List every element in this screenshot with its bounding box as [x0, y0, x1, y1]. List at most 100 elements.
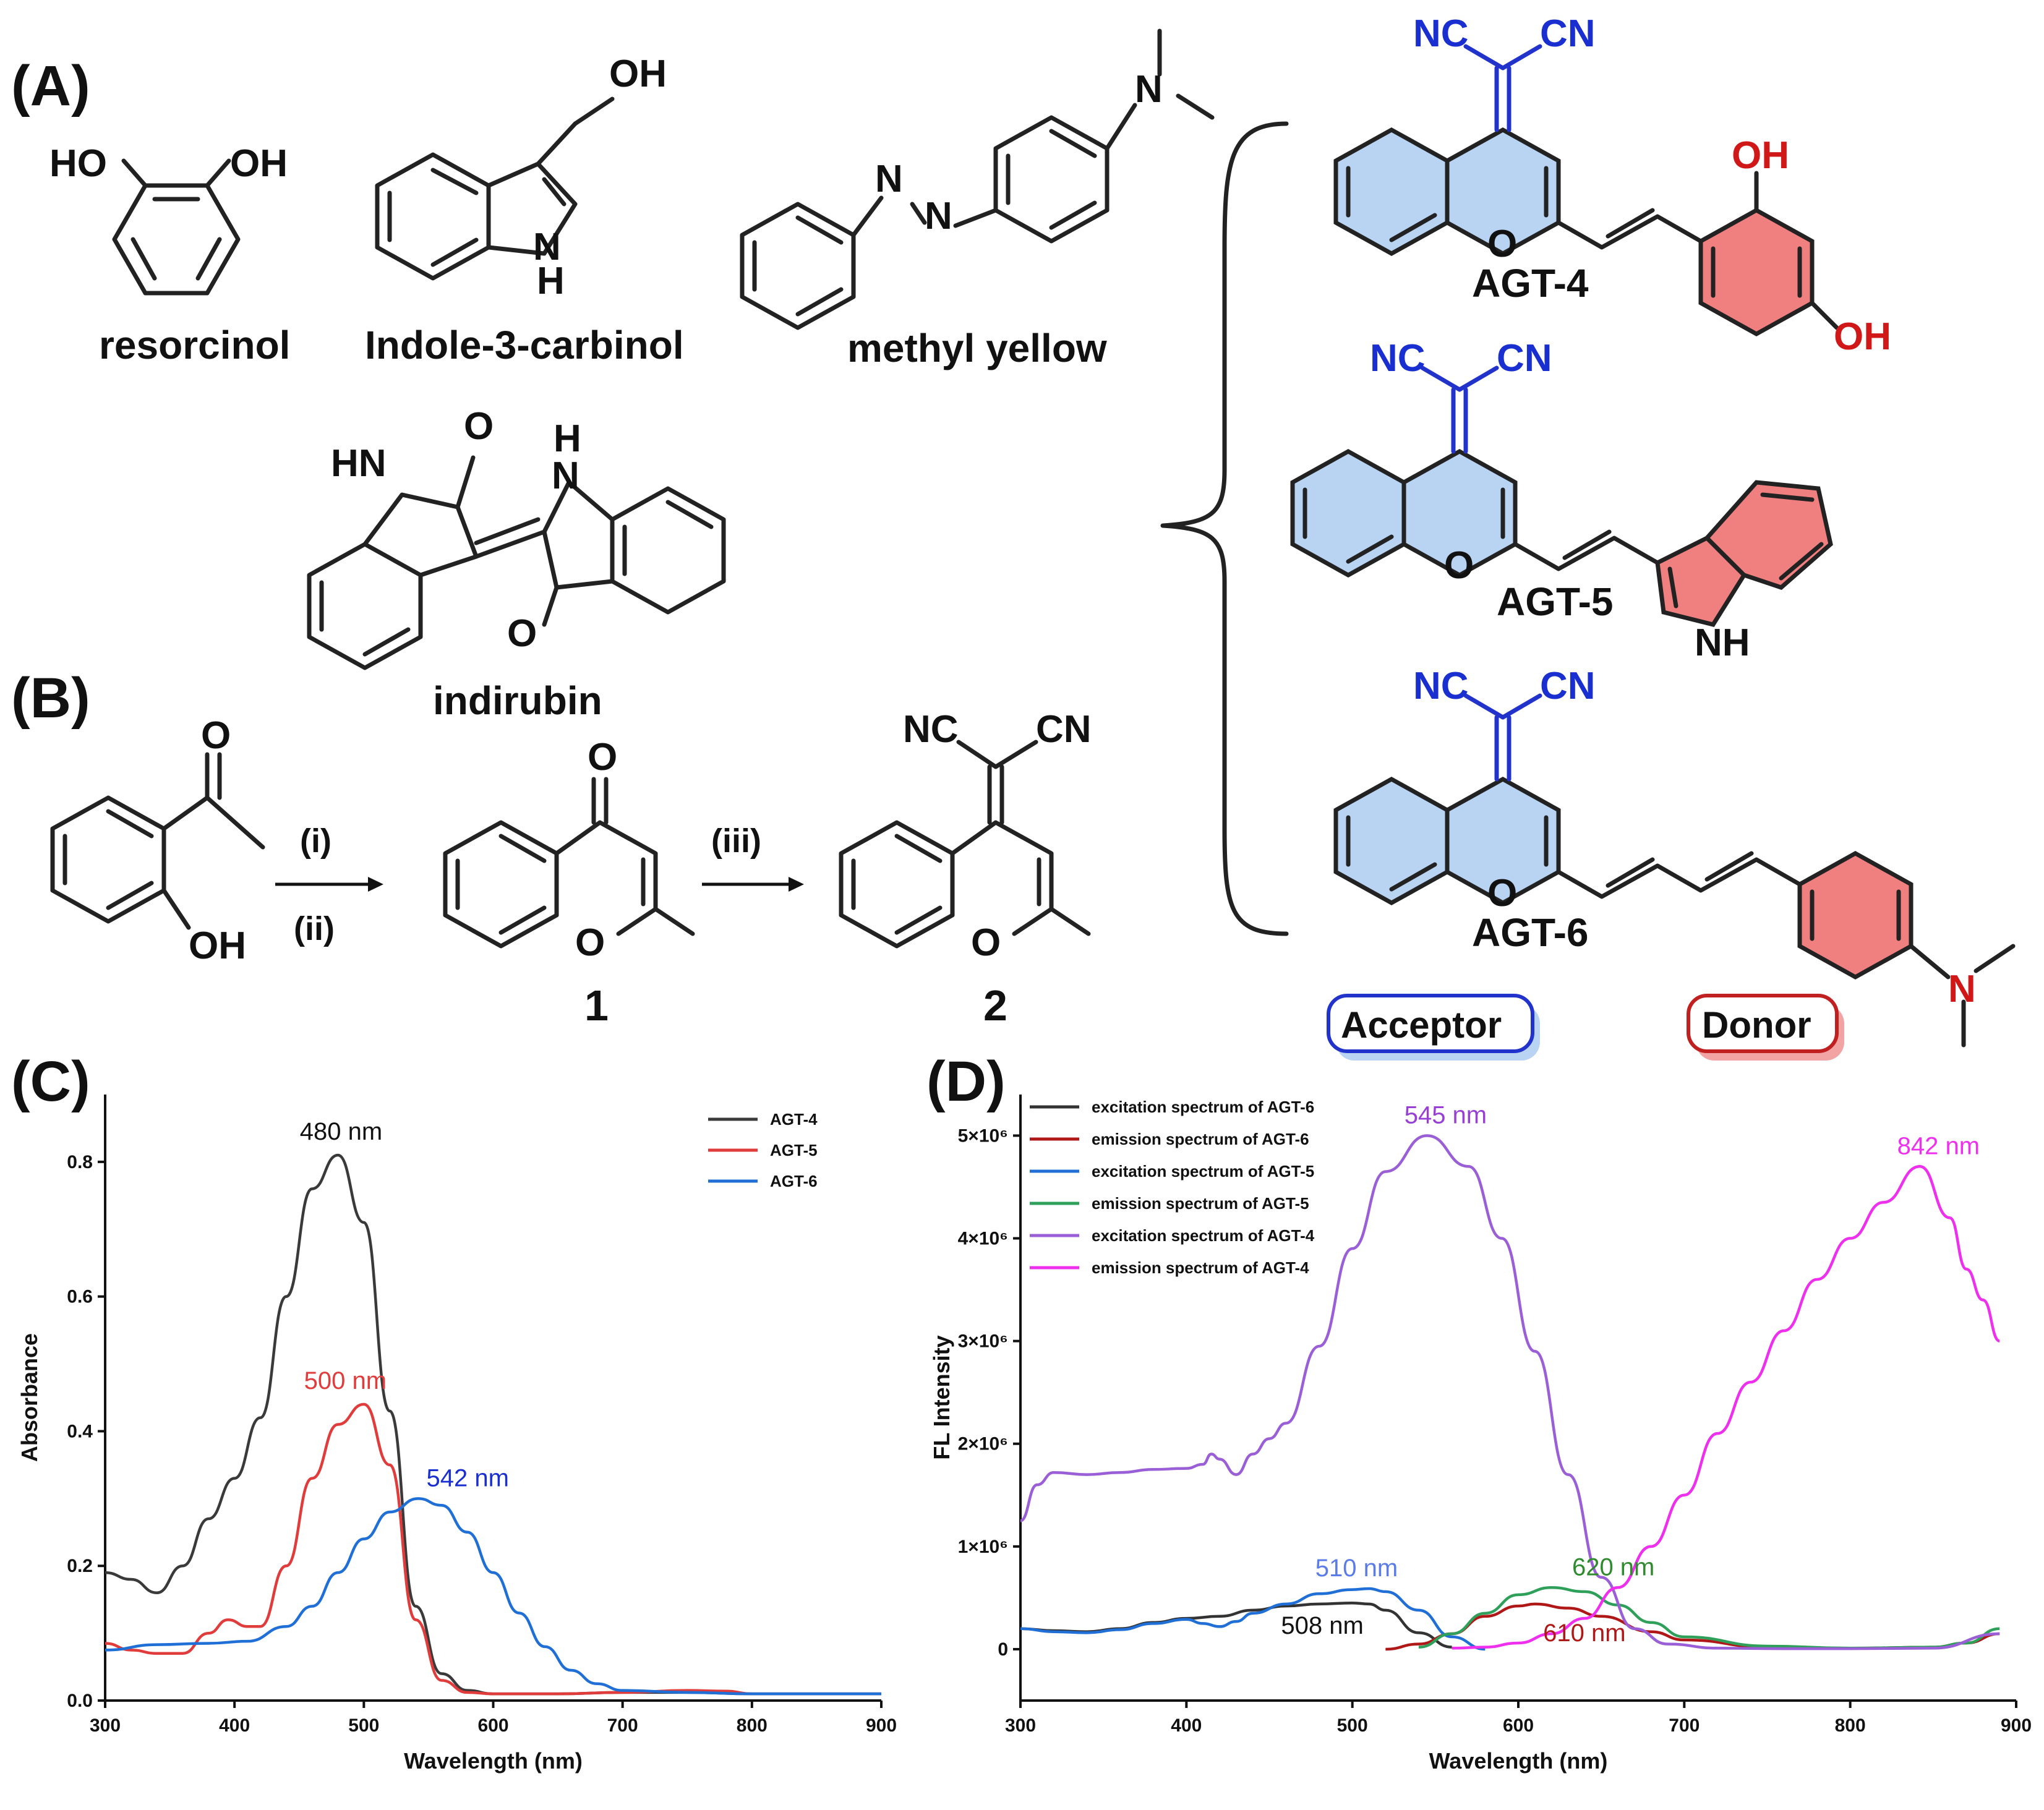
- legend-label: excitation spectrum of AGT-6: [1092, 1098, 1314, 1116]
- indole-oh-label: OH: [609, 53, 667, 95]
- series-line-excitation-spectrum-of-agt-6: [1020, 1601, 1452, 1649]
- donor-badge-label: Donor: [1702, 1004, 1811, 1046]
- series-line-agt-5: [105, 1402, 881, 1696]
- indirubin-structure: HN O H N O indirubin: [307, 405, 726, 723]
- compound-2-number: 2: [983, 981, 1007, 1030]
- series-line-excitation-spectrum-of-agt-4: [1020, 1134, 2000, 1650]
- agt-6-name: AGT-6: [1472, 910, 1588, 955]
- resorcinol-ho-label: HO: [49, 142, 107, 185]
- panel-label-c: (C): [11, 1050, 90, 1113]
- acceptor-badge: Acceptor: [1327, 994, 1540, 1061]
- acceptor-badge-label: Acceptor: [1341, 1004, 1502, 1046]
- agt-6-o-label: O: [1487, 872, 1517, 915]
- agt-4-oh2-label: OH: [1834, 315, 1891, 358]
- resorcinol-name: resorcinol: [99, 323, 290, 367]
- compound-2-nc-label: NC: [903, 708, 959, 751]
- methyl-yellow-n2-label: N: [925, 195, 952, 237]
- peak-annotation: 480 nm: [300, 1118, 382, 1145]
- y-axis-label: FL Intensity: [929, 1335, 954, 1459]
- compound-1-ring-o-label: O: [575, 921, 605, 964]
- x-tick-label: 500: [1337, 1715, 1368, 1736]
- indole-n-label: N: [533, 226, 561, 268]
- indirubin-name: indirubin: [433, 678, 602, 723]
- y-tick-label: 0.4: [67, 1421, 93, 1441]
- x-tick-label: 400: [219, 1715, 250, 1736]
- fluorescence-chart: 300 400 500 600 700 800 900 0 1×10⁶ 2×10⁶ 3×10⁶ 4×1…: [929, 1095, 2032, 1774]
- panel-label-a: (A): [11, 54, 90, 117]
- methyl-yellow-n1-label: N: [875, 158, 903, 200]
- x-tick-label: 900: [2001, 1715, 2032, 1736]
- x-tick-label: 900: [866, 1715, 897, 1736]
- y-tick-label: 0.2: [67, 1556, 93, 1576]
- legend-label: AGT-4: [770, 1110, 818, 1129]
- series-line-agt-4: [105, 1153, 881, 1696]
- indirubin-hn-label: HN: [331, 442, 387, 485]
- x-axis-label: Wavelength (nm): [404, 1748, 583, 1774]
- y-tick-label: 2×10⁶: [958, 1434, 1008, 1454]
- x-tick-label: 800: [737, 1715, 768, 1736]
- step-ii-label: (ii): [294, 910, 335, 947]
- indirubin-o2-label: O: [507, 612, 537, 655]
- legend-label: AGT-5: [770, 1141, 818, 1159]
- methyl-yellow-name: methyl yellow: [847, 326, 1107, 370]
- legend-label: emission spectrum of AGT-5: [1092, 1194, 1309, 1213]
- series-line-excitation-spectrum-of-agt-5: [1020, 1587, 1486, 1651]
- agt-6-structure: NC CN O N AGT-6: [1333, 665, 2016, 1048]
- indole-h-label: H: [537, 260, 565, 302]
- agt-4-name: AGT-4: [1472, 261, 1589, 305]
- y-tick-label: 0: [998, 1639, 1008, 1660]
- peak-annotation: 508 nm: [1281, 1612, 1363, 1639]
- agt-4-structure: NC CN O OH OH AGT-4: [1333, 12, 1891, 358]
- y-tick-label: 3×10⁶: [958, 1331, 1008, 1352]
- compound-2-ring-o-label: O: [971, 921, 1001, 964]
- peak-annotation: 545 nm: [1405, 1101, 1487, 1129]
- legend-label: emission spectrum of AGT-6: [1092, 1130, 1309, 1148]
- agt-5-nc-label: NC: [1370, 337, 1426, 380]
- y-tick-label: 1×10⁶: [958, 1537, 1008, 1557]
- x-tick-label: 800: [1835, 1715, 1866, 1736]
- methyl-yellow-structure: N N N methyl yellow: [740, 28, 1215, 370]
- legend-label: excitation spectrum of AGT-4: [1092, 1226, 1315, 1245]
- compound-2-cn-label: CN: [1036, 708, 1092, 751]
- agt-5-name: AGT-5: [1497, 579, 1613, 624]
- donor-badge: Donor: [1687, 994, 1844, 1061]
- peak-annotation: 610 nm: [1543, 1620, 1625, 1647]
- indole-3-carbinol-name: Indole-3-carbinol: [365, 323, 684, 367]
- agt-6-nc-label: NC: [1413, 665, 1469, 707]
- peak-annotation: 842 nm: [1897, 1132, 1980, 1159]
- series-line-emission-spectrum-of-agt-6: [1385, 1602, 2000, 1651]
- x-tick-label: 600: [477, 1715, 508, 1736]
- y-tick-label: 0.0: [67, 1691, 93, 1711]
- x-tick-label: 300: [90, 1715, 121, 1736]
- y-tick-label: 0.8: [67, 1152, 93, 1172]
- agt-5-o-label: O: [1444, 544, 1474, 587]
- indirubin-n-label: N: [552, 455, 579, 497]
- peak-annotation: 542 nm: [426, 1464, 508, 1492]
- legend-label: excitation spectrum of AGT-5: [1092, 1162, 1314, 1180]
- x-tick-label: 300: [1005, 1715, 1036, 1736]
- reaction-scheme: O OH (i) (ii) O O 1 (iii) NC CN O: [50, 708, 1092, 1030]
- resorcinol-oh-label: OH: [230, 142, 288, 185]
- x-tick-label: 600: [1503, 1715, 1534, 1736]
- step-iii-label: (iii): [711, 822, 761, 860]
- compound-1-number: 1: [584, 981, 609, 1030]
- legend-label: emission spectrum of AGT-4: [1092, 1258, 1309, 1277]
- step-i-label: (i): [300, 822, 331, 860]
- y-tick-label: 0.6: [67, 1287, 93, 1307]
- agt-4-nc-label: NC: [1413, 12, 1469, 55]
- acetophenone-o-label: O: [201, 714, 231, 757]
- acetophenone-oh-label: OH: [189, 924, 246, 967]
- indole-3-carbinol-structure: OH N H Indole-3-carbinol: [365, 53, 684, 367]
- peak-annotation: 620 nm: [1572, 1553, 1654, 1581]
- y-axis-label: Absorbance: [17, 1333, 42, 1462]
- methyl-yellow-nme2-label: N: [1135, 68, 1163, 111]
- y-tick-label: 5×10⁶: [958, 1125, 1008, 1146]
- absorbance-chart: 300 400 500 600 700 800 900 0.0 0.2 0.4 0.6 0.8 Wave…: [17, 1095, 897, 1774]
- indirubin-h-label: H: [554, 417, 581, 460]
- x-tick-label: 400: [1171, 1715, 1202, 1736]
- indirubin-o1-label: O: [464, 405, 494, 448]
- agt-6-cn-label: CN: [1540, 665, 1596, 707]
- agt-5-cn-label: CN: [1497, 337, 1552, 380]
- x-tick-label: 700: [607, 1715, 638, 1736]
